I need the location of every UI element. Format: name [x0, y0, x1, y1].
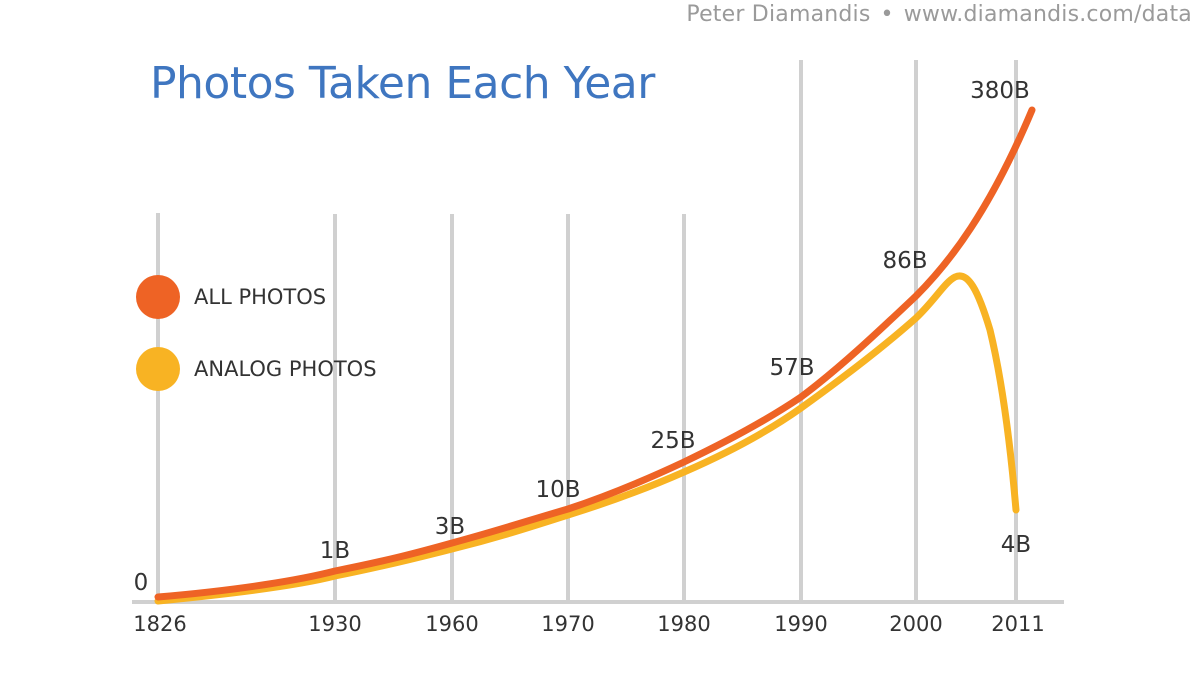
value-label: 25B — [650, 428, 696, 454]
x-tick-label: 1990 — [774, 612, 828, 636]
x-tick-label: 2011 — [991, 612, 1045, 636]
legend-item-analog-photos: ANALOG PHOTOS — [136, 347, 377, 391]
credit-line: Peter Diamandis • www.diamandis.com/data — [686, 2, 1192, 27]
value-label: 4B — [1000, 532, 1032, 558]
x-tick-label: 1980 — [657, 612, 711, 636]
value-label: 10B — [535, 477, 581, 503]
value-label: 0 — [133, 570, 149, 596]
value-label: 86B — [882, 248, 928, 274]
series-all-photos — [154, 106, 1036, 601]
value-label: 1B — [319, 538, 351, 564]
x-tick-label: 1960 — [425, 612, 479, 636]
legend-label: ALL PHOTOS — [194, 285, 327, 309]
value-label: 3B — [434, 514, 466, 540]
value-label: 57B — [769, 355, 815, 381]
legend-item-all-photos: ALL PHOTOS — [136, 275, 326, 319]
legend-dot-icon — [136, 275, 180, 319]
legend-label: ANALOG PHOTOS — [194, 357, 377, 381]
author-name: Peter Diamandis — [686, 2, 871, 27]
x-tick-label: 1970 — [541, 612, 595, 636]
value-label: 380B — [970, 78, 1030, 104]
legend-dot-icon — [136, 347, 180, 391]
chart-title: Photos Taken Each Year — [150, 58, 655, 109]
x-tick-label: 1826 — [133, 612, 187, 636]
series-analog-photos — [154, 272, 1020, 605]
separator-dot: • — [880, 2, 894, 27]
x-tick-label: 2000 — [889, 612, 943, 636]
source-url: www.diamandis.com/data — [903, 2, 1192, 27]
gridlines — [156, 60, 1018, 602]
x-tick-label: 1930 — [308, 612, 362, 636]
